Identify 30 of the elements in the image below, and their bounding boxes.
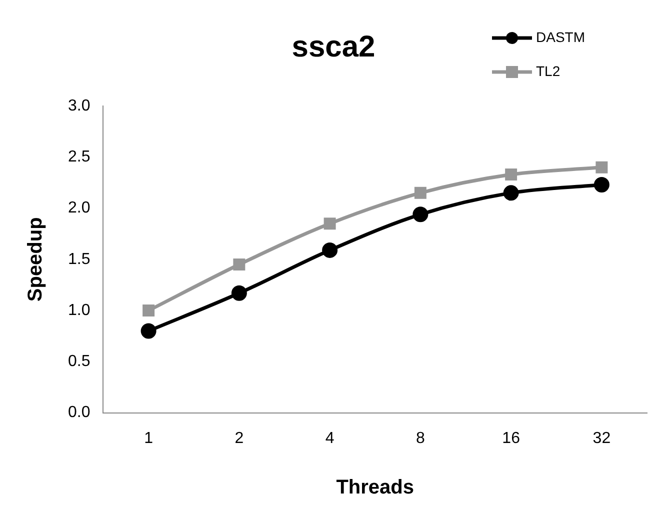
- x-tick-label: 32: [592, 430, 611, 447]
- x-tick-label: 8: [416, 430, 425, 447]
- x-tick-label: 1: [144, 430, 154, 447]
- point: [142, 304, 155, 317]
- y-tick-label: 1.5: [68, 250, 90, 268]
- y-axis-title: Speedup: [24, 217, 47, 302]
- y-tick-label: 2.0: [68, 200, 90, 217]
- x-tick-label: 16: [502, 430, 520, 447]
- point: [322, 242, 338, 258]
- x-tick-label: 2: [234, 430, 244, 447]
- y-tick-label: 0.0: [68, 404, 90, 422]
- y-tick-label: 3.0: [68, 97, 90, 114]
- point: [503, 185, 519, 201]
- point: [596, 161, 608, 174]
- legend-label: DASTM: [536, 28, 585, 45]
- x-tick-label: 4: [325, 430, 334, 447]
- point: [412, 206, 428, 222]
- point: [414, 186, 426, 199]
- point: [233, 258, 246, 271]
- point: [594, 176, 610, 192]
- point: [140, 323, 156, 339]
- chart-title: ssca2: [292, 30, 376, 64]
- point: [231, 285, 247, 301]
- x-axis-title: Threads: [336, 476, 414, 499]
- point: [505, 168, 518, 181]
- y-tick-label: 1.0: [68, 302, 90, 319]
- y-tick-label: 0.5: [68, 353, 90, 370]
- legend-label: TL2: [536, 62, 560, 79]
- point: [324, 218, 336, 230]
- y-tick-label: 2.5: [68, 148, 90, 166]
